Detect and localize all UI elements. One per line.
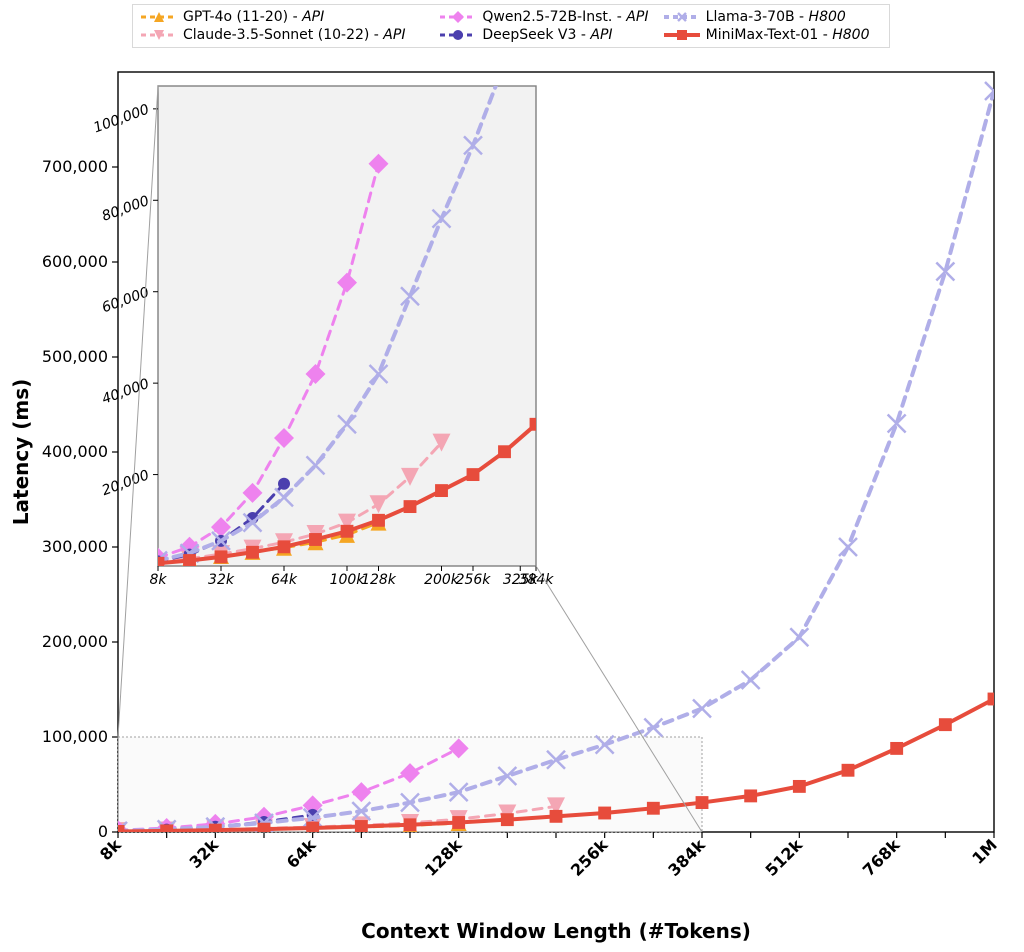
svg-text:Latency (ms): Latency (ms): [9, 379, 33, 525]
svg-text:64k: 64k: [283, 835, 320, 872]
svg-text:Context Window Length (#Tokens: Context Window Length (#Tokens): [361, 919, 751, 943]
svg-text:8k: 8k: [149, 572, 167, 588]
legend-swatch: [664, 28, 700, 42]
legend-swatch: [440, 10, 476, 24]
latency-chart: 0 100,000 200,000 300,000 400,000 500,000 600,…: [0, 0, 1024, 952]
legend-item-claude: Claude-3.5-Sonnet (10-22) - API: [141, 27, 434, 43]
svg-text:1M: 1M: [968, 835, 1001, 868]
svg-text:32k: 32k: [208, 572, 235, 588]
legend-label: MiniMax-Text-01 - H800: [706, 27, 870, 43]
svg-text:100,000: 100,000: [91, 102, 151, 137]
legend-item-qwen: Qwen2.5-72B-Inst. - API: [440, 9, 657, 25]
svg-text:256k: 256k: [567, 835, 612, 880]
legend-swatch: [141, 28, 177, 42]
svg-text:200k: 200k: [424, 572, 460, 588]
svg-text:384k: 384k: [664, 835, 709, 880]
legend-swatch: [664, 10, 700, 24]
legend: GPT-4o (11-20) - API Qwen2.5-72B-Inst. -…: [132, 4, 890, 48]
svg-text:0: 0: [98, 822, 108, 841]
svg-text:20,000: 20,000: [100, 467, 152, 499]
svg-text:32k: 32k: [185, 835, 222, 872]
svg-text:384k: 384k: [519, 572, 555, 588]
svg-text:64k: 64k: [271, 572, 298, 588]
svg-text:512k: 512k: [762, 835, 807, 880]
svg-text:100,000: 100,000: [42, 727, 108, 746]
legend-item-llama: Llama-3-70B - H800: [664, 9, 881, 25]
svg-text:500,000: 500,000: [42, 347, 108, 366]
legend-label: DeepSeek V3 - API: [482, 27, 612, 43]
svg-text:400,000: 400,000: [42, 442, 108, 461]
legend-swatch: [440, 28, 476, 42]
svg-text:40,000: 40,000: [100, 376, 152, 408]
svg-text:100k: 100k: [330, 572, 366, 588]
svg-text:80,000: 80,000: [100, 193, 152, 225]
legend-label: Llama-3-70B - H800: [706, 9, 846, 25]
svg-text:600,000: 600,000: [42, 252, 108, 271]
svg-text:128k: 128k: [361, 572, 397, 588]
legend-item-deepseek: DeepSeek V3 - API: [440, 27, 657, 43]
legend-swatch: [141, 10, 177, 24]
svg-text:700,000: 700,000: [42, 157, 108, 176]
svg-text:128k: 128k: [421, 835, 466, 880]
svg-text:256k: 256k: [456, 572, 492, 588]
legend-item-gpt4o: GPT-4o (11-20) - API: [141, 9, 434, 25]
legend-item-minimax: MiniMax-Text-01 - H800: [664, 27, 881, 43]
svg-text:200,000: 200,000: [42, 632, 108, 651]
legend-label: GPT-4o (11-20) - API: [183, 9, 324, 25]
legend-label: Claude-3.5-Sonnet (10-22) - API: [183, 27, 405, 43]
svg-text:768k: 768k: [859, 835, 904, 880]
legend-label: Qwen2.5-72B-Inst. - API: [482, 9, 648, 25]
svg-text:300,000: 300,000: [42, 537, 108, 556]
